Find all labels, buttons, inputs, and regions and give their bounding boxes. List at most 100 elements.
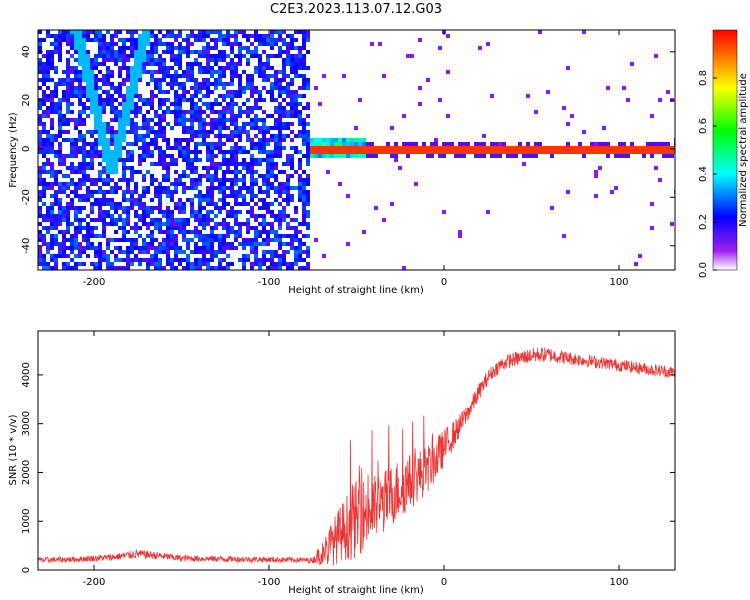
- heatmap-cell: [202, 94, 206, 98]
- heatmap-cell: [290, 174, 294, 178]
- heatmap-cell: [114, 150, 118, 154]
- heatmap-cell: [234, 126, 238, 130]
- heatmap-cell: [138, 246, 142, 250]
- heatmap-cell: [258, 62, 262, 66]
- heatmap-cell: [346, 150, 350, 154]
- heatmap-cell: [134, 226, 138, 230]
- heatmap-cell: [86, 166, 90, 170]
- heatmap-cell: [62, 182, 66, 186]
- heatmap-cell: [602, 146, 606, 150]
- heatmap-cell: [102, 230, 106, 234]
- heatmap-cell: [66, 130, 70, 134]
- heatmap-cell: [130, 166, 134, 170]
- heatmap-cell: [70, 66, 74, 70]
- heatmap-cell: [98, 34, 102, 38]
- heatmap-cell: [94, 262, 98, 266]
- heatmap-cell: [238, 50, 242, 54]
- heatmap-cell: [238, 210, 242, 214]
- heatmap-cell: [146, 50, 150, 54]
- heatmap-cell: [134, 222, 138, 226]
- heatmap-cell: [294, 206, 298, 210]
- heatmap-cell: [98, 54, 102, 58]
- heatmap-cell: [42, 170, 46, 174]
- heatmap-cell: [274, 190, 278, 194]
- heatmap-cell: [214, 222, 218, 226]
- top-x-ticks: -200 -100 0 100: [83, 30, 629, 288]
- heatmap-cell: [298, 266, 302, 270]
- heatmap-cell: [86, 66, 90, 70]
- heatmap-cell: [74, 254, 78, 258]
- heatmap-cell: [74, 214, 78, 218]
- heatmap-cell: [258, 34, 262, 38]
- heatmap-cell: [146, 186, 150, 190]
- heatmap-cell: [262, 222, 266, 226]
- heatmap-cell: [238, 90, 242, 94]
- heatmap-cell: [286, 134, 290, 138]
- heatmap-cell: [158, 82, 162, 86]
- heatmap-cell: [230, 74, 234, 78]
- heatmap-cell: [270, 186, 274, 190]
- heatmap-cell: [462, 142, 466, 146]
- heatmap-cell: [122, 250, 126, 254]
- heatmap-cell: [250, 122, 254, 126]
- heatmap-cell: [46, 62, 50, 66]
- heatmap-cell: [102, 234, 106, 238]
- heatmap-cell: [74, 242, 78, 246]
- heatmap-cell: [114, 154, 118, 158]
- heatmap-cell: [238, 178, 242, 182]
- heatmap-cell: [470, 150, 474, 154]
- heatmap-cell: [66, 122, 70, 126]
- heatmap-cell: [666, 142, 670, 146]
- heatmap-cell: [606, 142, 610, 146]
- heatmap-cell: [222, 66, 226, 70]
- heatmap-cell: [42, 254, 46, 258]
- heatmap-cell: [326, 142, 330, 146]
- heatmap-cell: [138, 158, 142, 162]
- heatmap-cell: [202, 82, 206, 86]
- heatmap-cell: [202, 198, 206, 202]
- heatmap-cell: [254, 254, 258, 258]
- heatmap-cell: [242, 246, 246, 250]
- heatmap-cell: [154, 42, 158, 46]
- heatmap-cell: [206, 122, 210, 126]
- heatmap-cell: [222, 98, 226, 102]
- heatmap-cell: [70, 266, 74, 270]
- heatmap-cell: [178, 218, 182, 222]
- heatmap-cell: [274, 70, 278, 74]
- heatmap-cell: [182, 190, 186, 194]
- heatmap-cell: [42, 182, 46, 186]
- heatmap-cell: [230, 82, 234, 86]
- heatmap-cell: [306, 202, 310, 206]
- heatmap-cell: [178, 174, 182, 178]
- heatmap-cell: [82, 238, 86, 242]
- heatmap-cell: [546, 90, 550, 94]
- heatmap-cell: [230, 170, 234, 174]
- heatmap-cell: [382, 146, 386, 150]
- heatmap-cell: [182, 90, 186, 94]
- heatmap-cell: [246, 130, 250, 134]
- heatmap-cell: [490, 94, 494, 98]
- heatmap-cell: [230, 206, 234, 210]
- heatmap-cell: [58, 202, 62, 206]
- heatmap-cell: [226, 162, 230, 166]
- heatmap-cell: [246, 86, 250, 90]
- heatmap-cell: [278, 266, 282, 270]
- heatmap-cell: [98, 126, 102, 130]
- heatmap-cell: [226, 254, 230, 258]
- heatmap-cell: [210, 106, 214, 110]
- heatmap-cell: [262, 110, 266, 114]
- heatmap-cell: [354, 150, 358, 154]
- heatmap-cell: [198, 178, 202, 182]
- heatmap-cell: [178, 98, 182, 102]
- heatmap-cell: [622, 142, 626, 146]
- heatmap-cell: [150, 238, 154, 242]
- heatmap-cell: [66, 70, 70, 74]
- heatmap-cell: [166, 122, 170, 126]
- heatmap-cell: [306, 246, 310, 250]
- heatmap-cell: [262, 146, 266, 150]
- heatmap-cell: [298, 118, 302, 122]
- heatmap-cell: [146, 62, 150, 66]
- heatmap-cell: [158, 66, 162, 70]
- heatmap-cell: [78, 90, 82, 94]
- heatmap-cell: [566, 66, 570, 70]
